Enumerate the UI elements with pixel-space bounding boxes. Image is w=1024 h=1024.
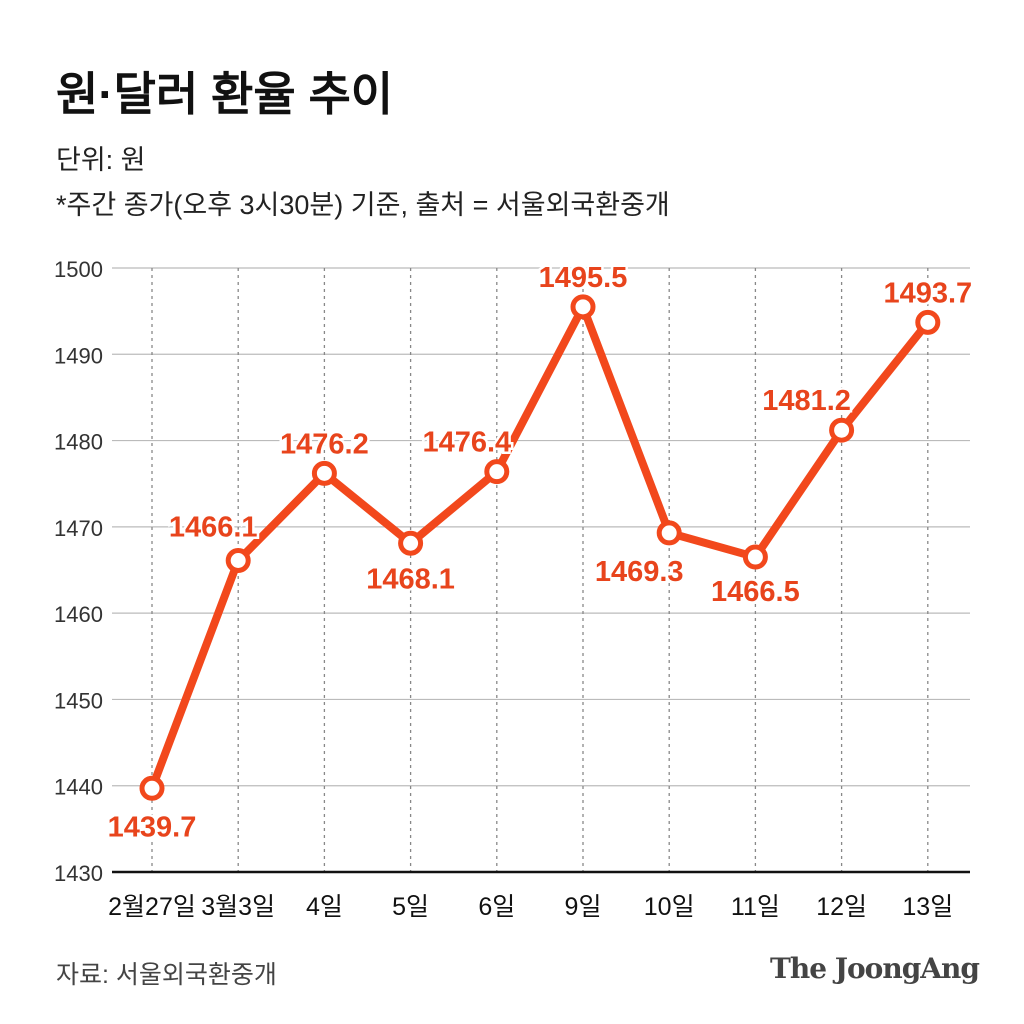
x-tick-label: 11일 [731, 893, 780, 921]
x-tick-label: 3월3일 [201, 893, 275, 921]
data-label: 1493.7 [883, 277, 972, 309]
data-label: 1495.5 [539, 262, 628, 294]
y-tick-label: 1480 [54, 430, 103, 455]
data-label: 1466.5 [711, 576, 800, 608]
y-tick-label: 1460 [54, 602, 103, 627]
data-label: 1466.1 [169, 512, 258, 544]
data-label: 1476.4 [422, 427, 511, 459]
data-label: 1469.3 [595, 556, 684, 588]
x-tick-label: 2월27일 [108, 893, 196, 921]
x-tick-label: 12일 [816, 893, 867, 921]
chart-title: 원·달러 환율 추이 [56, 68, 394, 120]
source-note: *주간 종가(오후 3시30분) 기준, 출처 = 서울외국환중개 [56, 190, 670, 220]
x-tick-label: 10일 [644, 893, 695, 921]
y-tick-label: 1450 [54, 688, 103, 713]
data-point [742, 544, 768, 570]
y-tick-label: 1490 [54, 343, 103, 368]
series-line [148, 302, 931, 790]
publisher-logo: The JoongAng [770, 952, 980, 985]
x-tick-label: 9일 [565, 893, 602, 921]
y-tick-label: 1430 [54, 861, 103, 886]
data-point [570, 294, 596, 320]
x-tick-label: 13일 [902, 893, 953, 921]
y-tick-label: 1440 [54, 775, 103, 800]
data-label: 1481.2 [762, 385, 851, 417]
x-tick-label: 4일 [306, 893, 343, 921]
data-point [311, 460, 337, 486]
x-tick-label: 6일 [478, 893, 515, 921]
data-label: 1476.2 [280, 428, 369, 460]
unit-label: 단위: 원 [56, 145, 146, 175]
data-label: 1468.1 [366, 563, 455, 595]
data-point [484, 459, 510, 485]
y-tick-label: 1500 [54, 257, 103, 282]
data-point [829, 417, 855, 443]
data-point [398, 530, 424, 556]
data-point [225, 548, 251, 574]
source-footer: 자료: 서울외국환중개 [56, 961, 277, 989]
data-label: 1439.7 [108, 811, 197, 843]
data-point [656, 520, 682, 546]
x-tick-label: 5일 [392, 893, 429, 921]
data-point [915, 309, 941, 335]
y-tick-label: 1470 [54, 516, 103, 541]
data-point [139, 775, 165, 801]
